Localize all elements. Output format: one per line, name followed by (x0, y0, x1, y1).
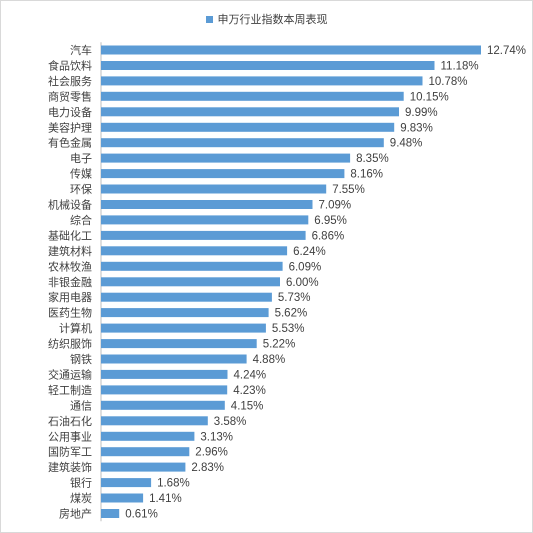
value-label: 4.88% (253, 354, 286, 366)
category-label: 银行 (70, 476, 92, 490)
category-label: 社会服务 (48, 74, 92, 88)
value-label: 6.95% (314, 215, 347, 227)
category-label: 建筑材料 (48, 244, 92, 258)
category-label: 煤炭 (70, 492, 92, 505)
value-label: 9.48% (390, 138, 423, 150)
bar (101, 200, 313, 209)
category-label: 非银金融 (48, 275, 92, 289)
bar (101, 184, 327, 194)
bar (101, 493, 144, 503)
category-label: 机械设备 (48, 198, 92, 212)
bar (101, 308, 269, 318)
value-label: 12.74% (487, 45, 526, 57)
value-label: 5.53% (272, 323, 305, 335)
category-label: 轻工制造 (48, 383, 92, 397)
category-label: 医药生物 (48, 306, 92, 320)
bar (101, 354, 247, 364)
bar (101, 478, 152, 488)
value-label: 3.58% (214, 416, 247, 428)
bar (101, 369, 228, 379)
value-label: 2.96% (195, 447, 228, 459)
bar (101, 45, 481, 55)
value-label: 1.68% (157, 478, 190, 490)
bar (101, 292, 272, 302)
bar (101, 416, 208, 426)
category-label: 综合 (70, 213, 92, 227)
category-label: 农林牧渔 (48, 259, 92, 273)
value-label: 8.16% (350, 169, 383, 181)
value-label: 1.41% (149, 493, 182, 505)
bar (101, 122, 395, 132)
value-label: 5.73% (278, 292, 311, 304)
bar (101, 138, 384, 148)
category-label: 房地产 (59, 507, 92, 521)
bar (101, 400, 225, 410)
bar (101, 385, 228, 395)
value-label: 9.83% (400, 122, 433, 134)
bar (101, 462, 186, 472)
bar (101, 339, 257, 349)
value-label: 4.24% (234, 369, 267, 381)
legend-label: 申万行业指数本周表现 (217, 13, 328, 26)
bar (101, 277, 280, 287)
bar (101, 169, 345, 179)
value-label: 4.23% (233, 385, 266, 397)
bar (101, 261, 283, 271)
category-label: 公用事业 (48, 430, 92, 443)
category-label: 环保 (70, 182, 92, 196)
bar (101, 76, 423, 86)
legend-swatch (205, 15, 213, 23)
value-label: 4.15% (231, 400, 264, 412)
bar (101, 509, 120, 518)
bar (101, 61, 435, 70)
bar (101, 153, 351, 163)
category-label: 传媒 (70, 168, 92, 181)
value-label: 2.83% (191, 462, 224, 474)
category-label: 国防军工 (48, 445, 92, 459)
bar (101, 323, 266, 333)
bar (101, 447, 190, 457)
category-label: 食品饮料 (48, 59, 92, 73)
category-label: 汽车 (70, 43, 92, 57)
category-label: 计算机 (59, 321, 92, 335)
value-label: 7.09% (319, 200, 352, 212)
value-label: 10.15% (410, 91, 449, 103)
value-label: 6.24% (293, 246, 326, 258)
category-label: 电力设备 (48, 105, 92, 119)
category-label: 钢铁 (70, 353, 92, 366)
category-label: 家用电器 (48, 290, 92, 304)
value-label: 0.61% (125, 509, 158, 521)
category-label: 通信 (70, 399, 92, 412)
legend: 申万行业指数本周表现 (0, 11, 533, 27)
value-label: 7.55% (332, 184, 365, 196)
bar (101, 215, 309, 225)
category-label: 电子 (70, 152, 92, 165)
bar (101, 91, 404, 101)
category-label: 美容护理 (48, 120, 92, 134)
value-label: 9.99% (405, 107, 438, 119)
category-label: 基础化工 (48, 228, 92, 242)
category-label: 商贸零售 (48, 89, 92, 103)
value-label: 10.78% (429, 76, 468, 88)
bar (101, 246, 288, 256)
category-label: 建筑装饰 (48, 460, 92, 474)
bar (101, 107, 399, 117)
value-label: 11.18% (441, 61, 479, 73)
category-label: 交通运输 (48, 367, 92, 381)
value-label: 8.35% (356, 153, 389, 165)
value-label: 6.00% (286, 277, 319, 289)
value-label: 6.86% (312, 230, 345, 242)
category-label: 纺织服饰 (48, 337, 92, 351)
value-label: 5.22% (263, 339, 296, 351)
bar (101, 431, 195, 441)
category-label: 石油石化 (48, 414, 92, 428)
bar (101, 230, 306, 240)
value-label: 6.09% (289, 261, 322, 273)
value-label: 5.62% (275, 308, 308, 320)
value-label: 3.13% (200, 431, 233, 443)
category-label: 有色金属 (48, 136, 92, 150)
